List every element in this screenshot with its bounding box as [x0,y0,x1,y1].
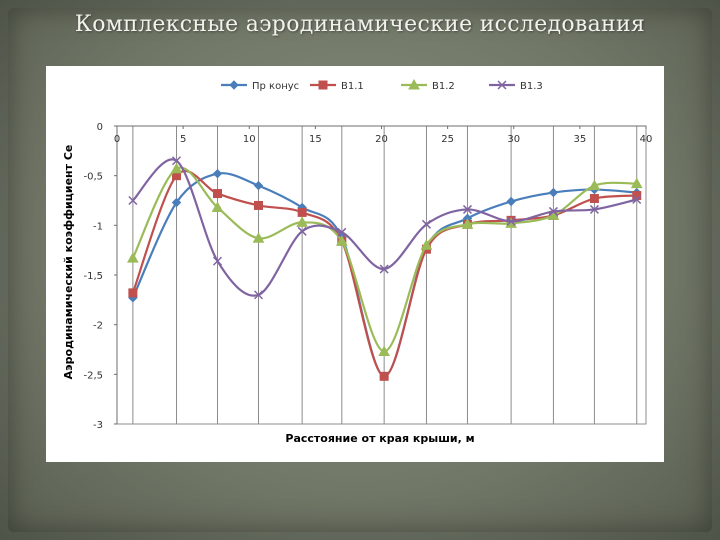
legend-marker [318,80,328,90]
data-point [127,252,139,263]
data-point [212,168,223,179]
legend-label: В1.3 [520,81,543,92]
y-tick-label: -1 [93,221,103,232]
y-tick-label: -2,5 [83,370,103,381]
data-point-stroke [632,194,642,205]
data-point-stroke [297,226,307,236]
series-line [132,158,637,297]
series-3 [127,162,643,356]
series-4 [128,156,642,300]
data-point [254,200,264,210]
x-tick-label: 15 [309,134,322,145]
x-tick-label: 40 [640,134,653,145]
data-point [506,196,516,207]
x-tick-label: 30 [507,134,520,145]
legend-label: В1.1 [341,81,364,92]
data-point [170,162,183,174]
data-point [632,191,642,201]
data-point [588,179,601,191]
y-tick-label: -1,5 [83,271,103,282]
data-point [337,227,347,237]
data-point [630,177,643,189]
legend-marker-stroke [497,80,507,90]
data-point [589,204,599,214]
data-point [379,264,389,274]
legend-item: Пр конус [221,80,299,92]
x-tick-label: 5 [180,134,186,145]
line-chart: 0 5 10 15 20 25 30 35 40 0 -0,5 -1 -1,5 -2 -2,5 -3 Пр к… [62,78,652,445]
legend-item: В1.2 [401,78,455,92]
data-point-stroke [337,227,347,237]
data-point-stroke [379,264,389,274]
data-point-stroke [421,219,431,229]
data-point [461,218,474,229]
data-point [548,206,558,216]
y-tick-label: 0 [97,122,103,133]
data-point [297,207,307,217]
x-tick-label: 10 [243,134,256,145]
slide-title: Комплексные аэродинамические исследовани… [74,12,646,37]
data-point [253,290,264,300]
axes: 0 5 10 15 20 25 30 35 40 0 -0,5 -1 -1,5 -2 -2,5 -3 [83,122,652,431]
data-point-stroke [589,204,599,214]
series-line [131,166,637,353]
data-point [297,226,307,236]
data-point [296,216,308,227]
legend-marker [497,80,507,90]
data-point-stroke [548,206,558,216]
x-tick-label: 0 [114,134,120,145]
legend-marker [408,78,420,90]
series-layer [127,156,643,382]
legend-label: Пр конус [252,81,299,92]
data-point-stroke [212,256,223,266]
y-tick-label: -2 [93,321,103,332]
data-point [632,194,642,205]
data-point [211,201,224,212]
y-tick-label: -0,5 [83,172,103,183]
data-point [335,235,348,246]
x-tick-label: 25 [441,134,454,145]
data-point [589,194,599,204]
data-point-stroke [253,290,264,300]
legend: Пр конус В1.1 В1.2 В1.3 [221,78,543,92]
y-tick-label: -3 [93,420,103,431]
data-point [379,371,389,381]
x-tick-label: 20 [375,134,388,145]
data-point [213,189,223,199]
chart-area: 0 5 10 15 20 25 30 35 40 0 -0,5 -1 -1,5 -2 -2,5 -3 Пр к… [46,66,664,462]
data-point [171,197,182,208]
data-point-stroke [128,195,138,206]
x-axis-label: Расстояние от края крыши, м [285,432,474,445]
x-tick-label: 35 [574,134,587,145]
data-point [253,180,264,191]
data-point [171,156,182,166]
data-point-stroke [462,204,472,214]
data-point [212,256,223,266]
legend-label: В1.2 [432,81,455,92]
data-point [128,288,138,298]
data-point-stroke [171,156,182,166]
data-point [506,216,516,226]
legend-item: В1.3 [489,80,543,92]
data-point [420,239,433,250]
data-point [462,204,472,214]
data-point [378,345,390,356]
data-point [128,195,138,206]
legend-item: В1.1 [310,80,364,92]
series-line [131,172,637,378]
series-line [131,169,637,378]
data-point [252,232,265,243]
data-point [421,219,431,229]
legend-marker [229,80,239,90]
y-axis-label: Аэродинамический коэффициент Се [62,145,75,380]
data-point [548,187,559,198]
data-point-stroke [506,216,516,226]
